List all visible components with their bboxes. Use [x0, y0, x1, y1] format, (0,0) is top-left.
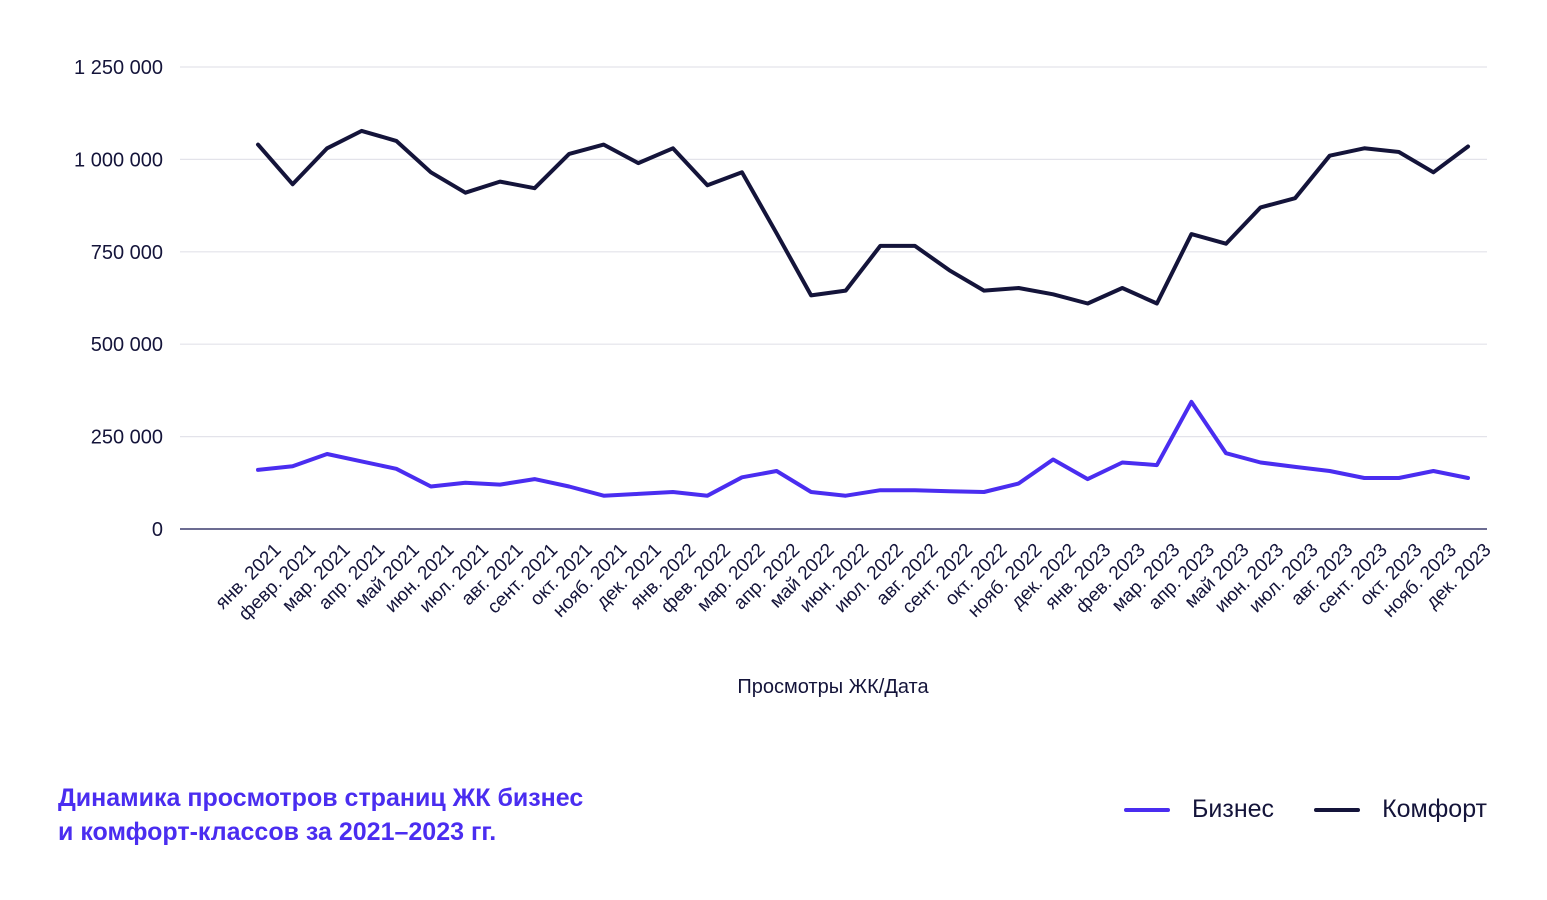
y-axis-ticks: 0 250 000 500 000 750 000 1 000 000 1 250 000: [74, 57, 163, 541]
series-line-business: [256, 399, 1470, 498]
chart-legend: Бизнес Комфорт: [1124, 795, 1487, 824]
x-axis-label: Просмотры ЖК/Дата: [737, 676, 929, 698]
series-lines: [256, 128, 1470, 498]
legend-item-comfort: Комфорт: [1314, 795, 1487, 824]
legend-item-business: Бизнес: [1124, 795, 1274, 824]
chart-title-line-1: Динамика просмотров страниц ЖК бизнес: [58, 784, 584, 812]
line-chart: 0 250 000 500 000 750 000 1 000 000 1 250 000…: [74, 57, 1496, 698]
y-tick-label: 1 250 000: [74, 57, 163, 79]
y-tick-label: 750 000: [91, 242, 163, 264]
y-tick-label: 0: [152, 519, 163, 541]
legend-swatch-comfort: [1314, 807, 1361, 812]
legend-label-business: Бизнес: [1192, 795, 1275, 823]
legend-label-comfort: Комфорт: [1382, 795, 1487, 823]
y-tick-label: 500 000: [91, 334, 163, 356]
y-tick-label: 1 000 000: [74, 149, 163, 171]
y-tick-label: 250 000: [91, 427, 163, 449]
legend-swatch-business: [1124, 807, 1171, 812]
series-line-comfort: [256, 128, 1470, 306]
chart-title: Динамика просмотров страниц ЖК бизнес и …: [58, 781, 718, 849]
grid-lines: [180, 66, 1487, 438]
chart-title-line-2: и комфорт-классов за 2021–2023 гг.: [58, 818, 497, 846]
